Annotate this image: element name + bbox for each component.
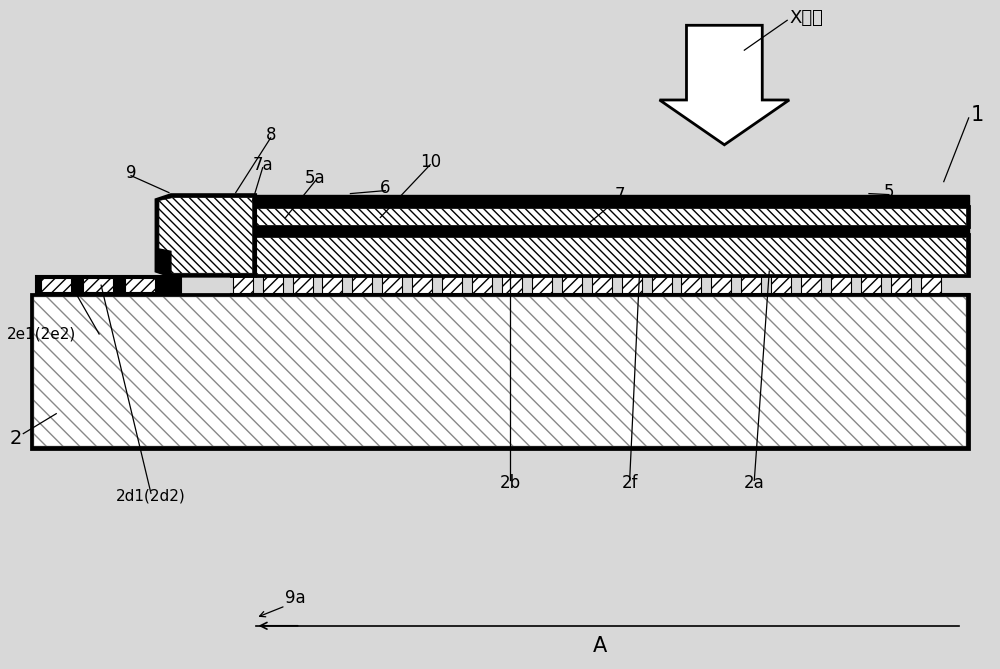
Bar <box>231 227 969 234</box>
Bar <box>592 276 612 294</box>
Polygon shape <box>156 248 171 276</box>
Bar <box>231 195 969 201</box>
Bar <box>31 294 969 448</box>
Bar <box>622 276 642 294</box>
Bar <box>831 276 851 294</box>
Text: 9: 9 <box>126 164 136 182</box>
Bar <box>293 276 313 294</box>
Bar <box>771 276 791 294</box>
Text: X射线: X射线 <box>789 9 823 27</box>
Text: 5a: 5a <box>305 169 326 187</box>
Bar <box>532 276 552 294</box>
Bar <box>233 208 966 225</box>
Bar <box>921 276 941 294</box>
Bar <box>442 276 462 294</box>
Text: A: A <box>593 636 607 656</box>
Text: 9a: 9a <box>285 589 306 607</box>
Bar <box>472 276 492 294</box>
Bar <box>502 276 522 294</box>
Bar <box>891 276 911 294</box>
Bar <box>801 276 821 294</box>
Bar <box>36 276 181 294</box>
Text: 2f: 2f <box>621 474 638 492</box>
Text: 2a: 2a <box>744 474 765 492</box>
Bar <box>263 276 283 294</box>
Bar <box>125 278 155 292</box>
Bar <box>231 234 969 276</box>
Text: 7a: 7a <box>252 156 273 174</box>
Bar <box>711 276 731 294</box>
Bar <box>231 205 969 227</box>
Polygon shape <box>660 25 789 145</box>
Text: 7: 7 <box>614 185 625 203</box>
Polygon shape <box>156 195 256 276</box>
Bar <box>41 278 71 292</box>
Bar <box>652 276 672 294</box>
Polygon shape <box>159 197 253 273</box>
Bar <box>741 276 761 294</box>
Bar <box>322 276 342 294</box>
Text: 5: 5 <box>884 183 894 201</box>
Text: 2: 2 <box>9 429 22 448</box>
Text: 2b: 2b <box>499 474 521 492</box>
Bar <box>352 276 372 294</box>
Text: 6: 6 <box>380 179 391 197</box>
Text: 10: 10 <box>420 153 441 171</box>
Text: 2d1(2d2): 2d1(2d2) <box>116 489 186 504</box>
Bar <box>233 237 966 274</box>
Bar <box>83 278 113 292</box>
Text: 1: 1 <box>971 105 984 125</box>
Bar <box>412 276 432 294</box>
Bar <box>34 297 966 446</box>
Bar <box>231 201 969 205</box>
Bar <box>562 276 582 294</box>
Bar <box>861 276 881 294</box>
Bar <box>233 276 253 294</box>
Text: 2e1(2e2): 2e1(2e2) <box>6 326 76 341</box>
Text: 8: 8 <box>265 126 276 144</box>
Bar <box>681 276 701 294</box>
Bar <box>382 276 402 294</box>
